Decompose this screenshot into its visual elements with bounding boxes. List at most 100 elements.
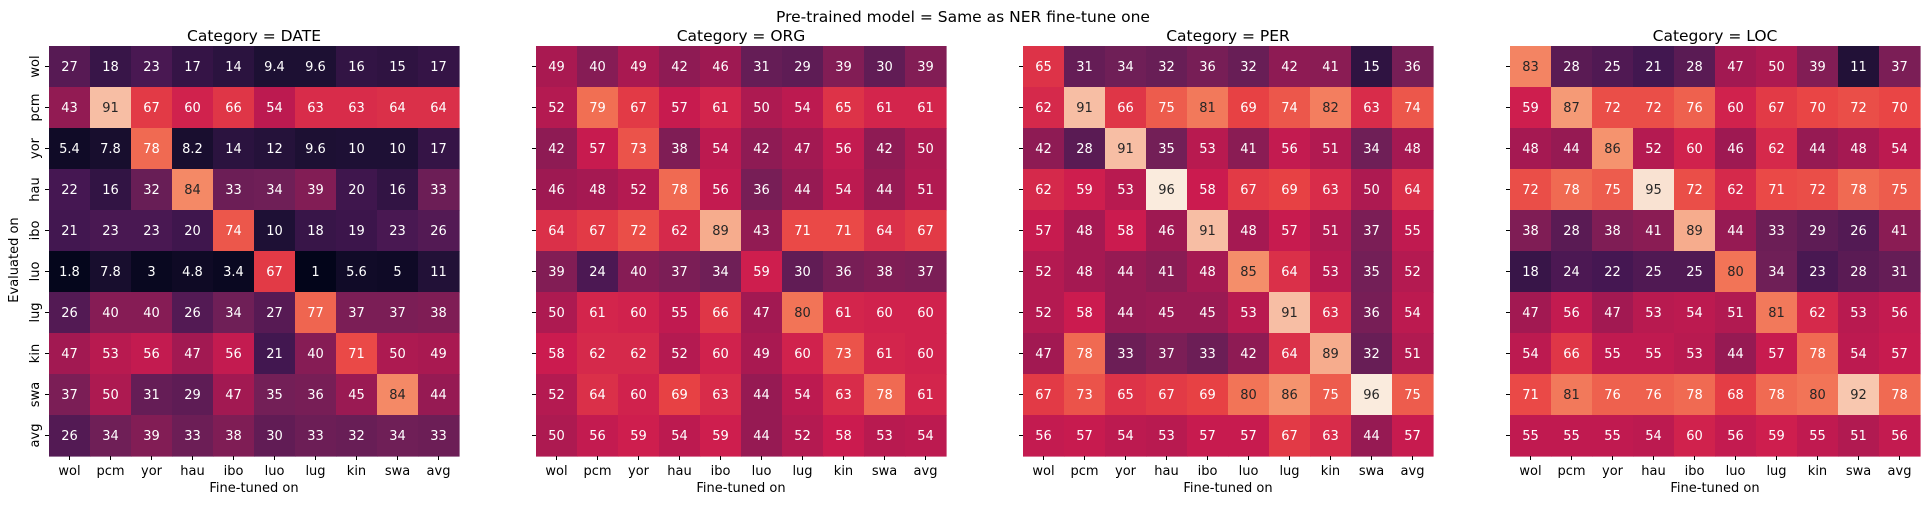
heatmap-cell: [418, 333, 460, 375]
heatmap-cell: [1187, 374, 1229, 416]
cell-value-label: 26: [430, 224, 447, 239]
heatmap-cell: [1064, 415, 1106, 457]
heatmap-panel-3: Category = LOC 83 28 25 21 28 47 50 39 11 37 59 87 72…: [1506, 27, 1921, 496]
heatmap-cell: [782, 251, 824, 293]
heatmap-cell: [1879, 169, 1921, 211]
heatmap-cell: [1797, 169, 1839, 211]
heatmap-cell: [741, 210, 783, 252]
cell-value-label: 64: [1404, 183, 1421, 198]
heatmap-cell: [131, 292, 173, 334]
cell-value-label: 81: [1199, 101, 1216, 116]
cell-value-label: 39: [548, 265, 565, 280]
x-tick-label: kin: [347, 464, 366, 479]
cell-value-label: 76: [1645, 388, 1662, 403]
heatmap-cell: [577, 415, 619, 457]
cell-value-label: 51: [1322, 142, 1339, 157]
heatmap-cell: [1674, 374, 1716, 416]
heatmap-cell: [1756, 251, 1798, 293]
x-tick-label: ibo: [224, 464, 244, 479]
cell-value-label: 67: [1035, 388, 1052, 403]
cell-value-label: 70: [1891, 101, 1908, 116]
cell-value-label: 78: [1768, 388, 1785, 403]
cell-value-label: 54: [1686, 306, 1703, 321]
x-tick-label: luo: [1239, 464, 1259, 479]
cell-value-label: 50: [548, 306, 565, 321]
cell-value-label: 31: [143, 388, 160, 403]
heatmap-cell: [700, 210, 742, 252]
x-tick-label: pcm: [1070, 464, 1098, 479]
cell-value-label: 53: [1322, 265, 1339, 280]
heatmap-cell: [1187, 87, 1229, 129]
heatmap-cell: [1715, 292, 1757, 334]
cell-value-label: 33: [430, 183, 447, 198]
cell-value-label: 38: [1522, 224, 1539, 239]
cell-value-label: 44: [1727, 347, 1744, 362]
heatmap-cell: [1269, 251, 1311, 293]
heatmap-cell: [1064, 169, 1106, 211]
cell-value-label: 64: [389, 101, 406, 116]
cell-value-label: 84: [184, 183, 201, 198]
heatmap-cell: [1228, 169, 1270, 211]
cell-value-label: 60: [1686, 142, 1703, 157]
cell-value-label: 32: [1158, 60, 1175, 75]
heatmap-cell: [741, 292, 783, 334]
heatmap-cell: [864, 46, 906, 88]
cell-value-label: 91: [1117, 142, 1134, 157]
cell-value-label: 48: [589, 183, 606, 198]
heatmap-cell: [659, 415, 701, 457]
cell-value-label: 91: [1281, 306, 1298, 321]
cell-value-label: 26: [1850, 224, 1867, 239]
heatmap-cell: [254, 128, 296, 170]
heatmap-cell: [172, 251, 214, 293]
heatmap-cell: [336, 415, 378, 457]
cell-value-label: 50: [102, 388, 119, 403]
heatmap-cell: [1797, 87, 1839, 129]
cell-value-label: 47: [1604, 306, 1621, 321]
cell-value-label: 49: [753, 347, 770, 362]
cell-value-label: 55: [671, 306, 688, 321]
heatmap-cell: [1633, 128, 1675, 170]
heatmap-cell: [1592, 87, 1634, 129]
cell-value-label: 91: [102, 101, 119, 116]
cell-value-label: 72: [1686, 183, 1703, 198]
cell-value-label: 74: [1281, 101, 1298, 116]
cell-value-label: 54: [266, 101, 283, 116]
cell-value-label: 15: [1363, 60, 1380, 75]
cell-value-label: 63: [1363, 101, 1380, 116]
cell-value-label: 38: [430, 306, 447, 321]
heatmap-cell: [577, 292, 619, 334]
x-tick-label: wol: [58, 464, 80, 479]
x-tick-label: pcm: [583, 464, 611, 479]
panel-title: Category = LOC: [1653, 27, 1778, 45]
heatmap-cell: [1351, 169, 1393, 211]
cell-value-label: 7.8: [100, 265, 121, 280]
cell-value-label: 53: [1645, 306, 1662, 321]
heatmap-cell: [90, 128, 132, 170]
cell-value-label: 45: [348, 388, 365, 403]
heatmap-cell: [213, 374, 255, 416]
cell-value-label: 57: [1891, 347, 1908, 362]
cell-value-label: 29: [1809, 224, 1826, 239]
heatmap-cell: [1269, 415, 1311, 457]
heatmap-cell: [782, 46, 824, 88]
cell-value-label: 1: [311, 265, 319, 280]
heatmap-cell: [131, 210, 173, 252]
heatmap-cell: [1592, 46, 1634, 88]
heatmap-cell: [905, 169, 947, 211]
y-tick-label: luo: [28, 262, 43, 282]
cell-value-label: 57: [1281, 224, 1298, 239]
cell-value-label: 50: [917, 142, 934, 157]
cell-value-label: 34: [1768, 265, 1785, 280]
cell-value-label: 22: [1604, 265, 1621, 280]
cell-value-label: 33: [430, 429, 447, 444]
cell-value-label: 16: [102, 183, 119, 198]
heatmap-cell: [1510, 374, 1552, 416]
cell-value-label: 11: [1850, 60, 1867, 75]
heatmap-cell: [536, 251, 578, 293]
cell-value-label: 71: [1768, 183, 1785, 198]
heatmap-cell: [1592, 128, 1634, 170]
cell-value-label: 46: [1727, 142, 1744, 157]
cell-value-label: 28: [1686, 60, 1703, 75]
heatmap-cell: [213, 46, 255, 88]
heatmap-cell: [336, 374, 378, 416]
